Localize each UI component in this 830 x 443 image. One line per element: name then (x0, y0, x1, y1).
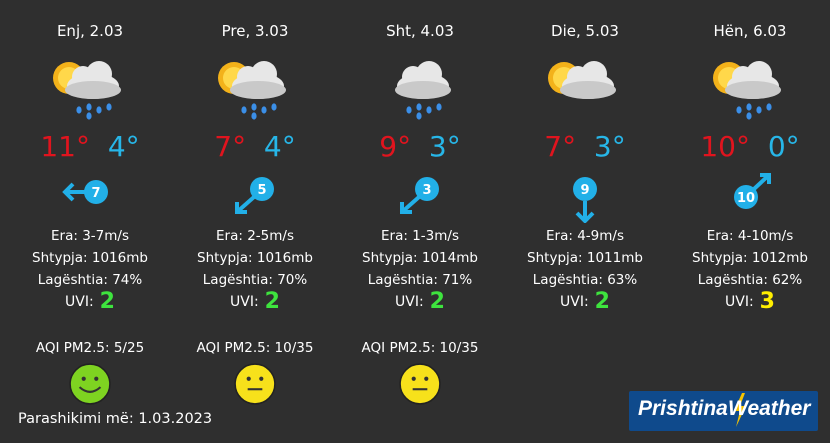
low-temp: 4° (107, 130, 140, 163)
day-column: Die, 5.03 7° 3° 9 Era: 4-9m/s Shtypja: 1… (502, 0, 668, 443)
temperature-range: 10° 0° (667, 130, 830, 163)
low-temp: 3° (428, 130, 461, 163)
humidity: Lagështia: 74% (37, 272, 143, 288)
wind-speed-number: 3 (422, 183, 431, 198)
uvi-value: 2 (594, 289, 610, 314)
low-temp: 3° (593, 130, 626, 163)
day-date: Pre, 3.03 (221, 22, 289, 40)
day-date: Hën, 6.03 (713, 22, 787, 40)
sun-cloud-rain-icon (667, 52, 830, 122)
wind-speed-number: 10 (737, 191, 755, 206)
day-date: Sht, 4.03 (386, 22, 454, 40)
high-temp: 10° (700, 130, 750, 163)
wind-arrow-icon: 7 (7, 173, 173, 223)
temperature-range: 7° 3° (502, 130, 668, 163)
sun-cloud-rain-icon (7, 52, 173, 122)
neutral-face-icon (172, 362, 338, 406)
day-date: Die, 5.03 (551, 22, 619, 40)
pressure: Shtypja: 1016mb (32, 250, 148, 266)
aqi-pm25: AQI PM2.5: 5/25 (35, 340, 145, 356)
humidity: Lagështia: 62% (697, 272, 803, 288)
high-temp: 7° (214, 130, 247, 163)
wind-speed-number: 7 (91, 186, 100, 201)
uvi-value: 3 (759, 289, 775, 314)
temperature-range: 7° 4° (172, 130, 338, 163)
temperature-range: 11° 4° (7, 130, 173, 163)
uv-index: UVI: 2 (172, 289, 338, 314)
humidity: Lagështia: 70% (202, 272, 308, 288)
day-column: Pre, 3.03 7° 4° 5 Era: 2-5m/s Shtypja: 1… (172, 0, 338, 443)
smiley-face-icon (7, 362, 173, 406)
pressure: Shtypja: 1011mb (527, 250, 643, 266)
wind-arrow-icon: 9 (502, 173, 668, 223)
cloud-rain-icon (337, 52, 503, 122)
uvi-label: UVI: (65, 294, 94, 310)
wind-speed: Era: 4-10m/s (706, 228, 794, 244)
uvi-label: UVI: (560, 294, 589, 310)
aqi-pm25: AQI PM2.5: 10/35 (196, 340, 314, 356)
wind-speed: Era: 3-7m/s (51, 228, 129, 244)
sun-cloud-icon (502, 52, 668, 122)
wind-speed: Era: 4-9m/s (546, 228, 624, 244)
uvi-value: 2 (429, 289, 445, 314)
temperature-range: 9° 3° (337, 130, 503, 163)
uv-index: UVI: 2 (7, 289, 173, 314)
sun-cloud-rain-icon (172, 52, 338, 122)
wind-arrow-icon: 3 (337, 173, 503, 223)
wind-speed-number: 5 (257, 183, 266, 198)
day-column: Hën, 6.03 10° 0° 10 Era: 4-10m/s Shtypja… (667, 0, 830, 443)
uvi-label: UVI: (395, 294, 424, 310)
day-column: Sht, 4.03 9° 3° 3 Era: 1-3m/s Shtypja: 1… (337, 0, 503, 443)
lightning-bolt-icon (734, 393, 746, 427)
wind-speed-number: 9 (580, 183, 589, 198)
uvi-label: UVI: (230, 294, 259, 310)
humidity: Lagështia: 71% (367, 272, 473, 288)
humidity: Lagështia: 63% (532, 272, 638, 288)
pressure: Shtypja: 1016mb (197, 250, 313, 266)
day-date: Enj, 2.03 (56, 22, 124, 40)
neutral-face-icon (337, 362, 503, 406)
uvi-label: UVI: (725, 294, 754, 310)
aqi-pm25: AQI PM2.5: 10/35 (361, 340, 479, 356)
high-temp: 9° (379, 130, 412, 163)
uvi-value: 2 (99, 289, 115, 314)
logo-text-right: Weather (728, 397, 811, 420)
high-temp: 7° (544, 130, 577, 163)
wind-arrow-icon: 10 (667, 173, 830, 223)
low-temp: 0° (767, 130, 800, 163)
low-temp: 4° (263, 130, 296, 163)
prishtina-weather-logo[interactable]: Prishtina Weather (629, 391, 818, 431)
wind-speed: Era: 2-5m/s (216, 228, 294, 244)
uv-index: UVI: 2 (337, 289, 503, 314)
pressure: Shtypja: 1012mb (692, 250, 808, 266)
day-column: Enj, 2.03 11° 4° 7 Era: 3-7m/s Shtypja: … (7, 0, 173, 443)
wind-speed: Era: 1-3m/s (381, 228, 459, 244)
high-temp: 11° (40, 130, 90, 163)
wind-arrow-icon: 5 (172, 173, 338, 223)
uv-index: UVI: 3 (667, 289, 830, 314)
forecast-date: Parashikimi më: 1.03.2023 (18, 411, 213, 427)
pressure: Shtypja: 1014mb (362, 250, 478, 266)
uvi-value: 2 (264, 289, 280, 314)
uv-index: UVI: 2 (502, 289, 668, 314)
logo-text-left: Prishtina (638, 397, 728, 420)
